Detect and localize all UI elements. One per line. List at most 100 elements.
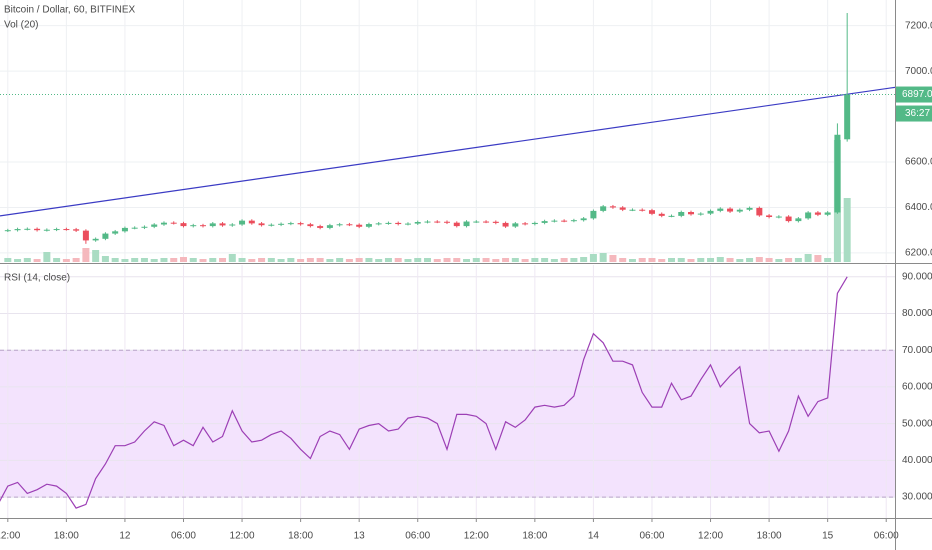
last-price-box — [896, 86, 932, 103]
volume-bar — [726, 258, 734, 262]
volume-bar — [755, 257, 763, 262]
volume-bar — [560, 258, 568, 262]
volume-bar — [746, 258, 754, 262]
y-tick-label: 80.0000 — [902, 308, 932, 319]
candle-body — [346, 224, 353, 226]
volume-bar — [209, 258, 217, 262]
y-tick-label: 30.0000 — [902, 492, 932, 503]
last-price-label: 6897.0 — [902, 89, 932, 100]
candle-body — [609, 206, 616, 208]
volume-bar — [580, 257, 588, 262]
y-tick-label: 7000.0 — [905, 66, 932, 77]
candle-body — [688, 212, 695, 215]
candle-body — [131, 227, 138, 229]
volume-bar — [345, 259, 353, 262]
candle-body — [844, 94, 851, 140]
rsi-title: RSI (14, close) — [4, 273, 70, 284]
volume-bar — [716, 257, 724, 262]
volume-bar — [463, 259, 471, 262]
candle-body — [580, 218, 587, 221]
volume-bar — [297, 259, 305, 262]
candle-body — [63, 229, 70, 231]
volume-bar — [785, 258, 793, 262]
volume-bar — [687, 259, 695, 262]
volume-bar — [482, 258, 490, 262]
volume-bar — [33, 259, 41, 262]
candle-body — [34, 228, 41, 231]
x-tick-label: 12:00 — [230, 531, 255, 542]
candle-body — [278, 223, 285, 225]
volume-bar — [589, 254, 597, 262]
x-tick-label: 18:00 — [522, 531, 547, 542]
candle-body — [619, 207, 626, 210]
candle-body — [766, 215, 773, 218]
candle-body — [385, 222, 392, 224]
axes: 6200.0 6400.0 6600.0 7000.0 7200.0 6897.0 36:2… — [0, 20, 932, 542]
volume-bar — [394, 258, 402, 262]
x-tick-label: 15 — [822, 531, 834, 542]
candle-body — [658, 213, 665, 216]
volume-bar — [619, 258, 627, 262]
candle-body — [43, 229, 50, 231]
candle-body — [590, 210, 597, 219]
candle-body — [570, 220, 577, 222]
candle-body — [317, 226, 324, 228]
candle-body — [522, 223, 529, 225]
volume-bar — [511, 258, 519, 262]
volume-bar — [238, 258, 246, 262]
candle-body — [453, 222, 460, 227]
volume-bar — [775, 259, 783, 262]
volume-bar — [765, 258, 773, 262]
candle-body — [541, 221, 548, 223]
volume-bar — [248, 259, 256, 262]
volume-bar — [326, 259, 334, 262]
volume-bar — [423, 258, 431, 262]
candle-body — [229, 224, 236, 226]
candle-body — [473, 221, 480, 223]
volume-bar — [824, 258, 832, 262]
candle-body — [502, 222, 509, 227]
candle-body — [629, 209, 636, 211]
volume-bar — [62, 259, 70, 262]
volume-bar — [131, 258, 139, 262]
volume-bar — [160, 258, 168, 262]
volume-bar — [228, 254, 236, 262]
candle-body — [775, 216, 782, 218]
volume-bar — [502, 258, 510, 262]
x-tick-label: 06:00 — [405, 531, 430, 542]
candle-body — [4, 230, 11, 232]
volume-bar — [101, 256, 109, 262]
candle-body — [356, 224, 363, 227]
candle-body — [814, 212, 821, 215]
candle-body — [424, 221, 431, 223]
y-tick-label: 40.0000 — [902, 455, 932, 466]
y-tick-label: 7200.0 — [905, 20, 932, 31]
candle-body — [746, 207, 753, 210]
volume-bar — [140, 258, 148, 262]
volume-bar — [697, 258, 705, 262]
volume-bar — [23, 258, 31, 262]
candle-body — [180, 223, 187, 227]
x-tick-label: 14 — [588, 531, 600, 542]
volume-bar — [316, 258, 324, 262]
candle-body — [492, 221, 499, 223]
candle-body — [151, 224, 158, 227]
candle-body — [639, 209, 646, 211]
candle-body — [561, 220, 568, 222]
volume-bar — [609, 255, 617, 262]
volume-bar — [794, 258, 802, 262]
candle-body — [463, 221, 470, 227]
candle-body — [190, 225, 197, 227]
candle-body — [82, 230, 89, 241]
candle-body — [756, 207, 763, 216]
candle-body — [92, 238, 99, 241]
candle-body — [600, 206, 607, 211]
volume-bar — [179, 257, 187, 262]
volume-bar — [189, 258, 197, 262]
candle-body — [219, 223, 226, 226]
x-tick-label: 12:00 — [0, 531, 21, 542]
candle-body — [365, 224, 372, 227]
symbol-title: Bitcoin / Dollar, 60, BITFINEX — [4, 5, 135, 16]
x-tick-label: 06:00 — [874, 531, 899, 542]
volume-bar — [541, 258, 549, 262]
